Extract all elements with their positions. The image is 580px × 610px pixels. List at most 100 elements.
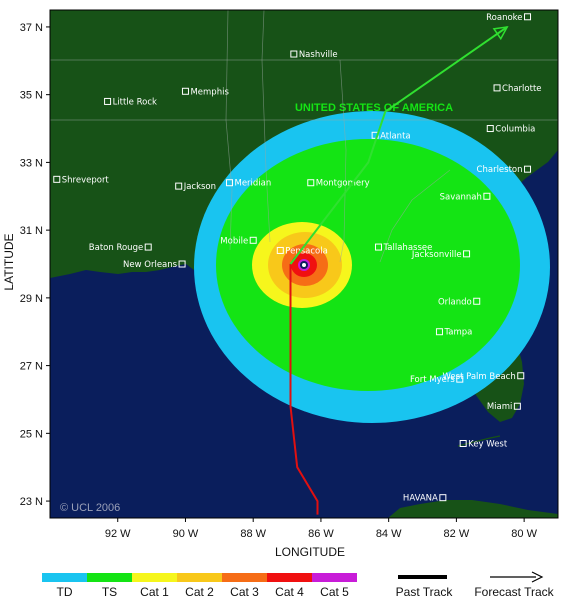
cities-layer: Roanoke Nashville Memphis Little Rock Charlo… — [53, 13, 580, 504]
city-marker — [435, 328, 443, 336]
city-shreveport: Shreveport — [53, 175, 110, 185]
city-marker — [456, 375, 464, 383]
copyright-text: © UCL 2006 — [60, 502, 120, 514]
city-tallahassee: Tallahassee — [375, 243, 433, 253]
storm-eye-center — [302, 263, 306, 267]
city-marker — [307, 179, 315, 187]
legend-label-cat1: Cat 1 — [140, 585, 169, 599]
city-label: West Palm Beach — [443, 372, 516, 382]
lat-tick-label: 23 N — [20, 496, 43, 508]
city-marker — [225, 179, 233, 187]
lat-tick-label: 37 N — [20, 22, 43, 34]
city-label: Fort Myers — [410, 375, 455, 385]
city-new-orleans: New Orleans — [123, 260, 186, 270]
lat-tick-label: 33 N — [20, 157, 43, 169]
city-marker — [290, 50, 298, 58]
city-marker — [493, 84, 501, 92]
city-fort-myers: Fort Myers — [410, 375, 464, 385]
legend-swatch-cat4 — [267, 573, 312, 582]
city-label: Charleston — [477, 165, 523, 175]
ring-ts — [216, 139, 520, 391]
city-label: Pensacola — [285, 246, 328, 256]
forecast-track-line — [289, 26, 508, 265]
city-label: Jackson — [183, 182, 216, 192]
lat-tick-label: 25 N — [20, 428, 43, 440]
legend-swatch-cat2 — [177, 573, 222, 582]
legend-label-cat4: Cat 4 — [275, 585, 304, 599]
city-label: Montgomery — [316, 179, 370, 189]
legend-swatch-td — [42, 573, 87, 582]
forecast-track-arrowhead — [492, 25, 509, 41]
city-label: Baton Rouge — [89, 243, 143, 253]
city-charleston: Charleston — [477, 165, 532, 175]
city-roanoke: Roanoke — [486, 13, 532, 23]
state-boundary-3 — [339, 59, 347, 263]
city-marker — [557, 135, 558, 143]
city-west-palm-beach: West Palm Beach — [443, 372, 525, 382]
lat-tick-label: 31 N — [20, 225, 43, 237]
lon-tick-label: 84 W — [376, 528, 402, 540]
lon-tick-label: 88 W — [240, 528, 266, 540]
legend-label-cat5: Cat 5 — [320, 585, 349, 599]
city-label: Meridian — [234, 179, 271, 189]
legend-swatch-cat1 — [132, 573, 177, 582]
city-marker — [175, 182, 183, 190]
city-marker — [513, 402, 521, 410]
legend-label-cat3: Cat 3 — [230, 585, 259, 599]
past-track-line — [289, 264, 319, 515]
city-havana: HAVANA — [403, 494, 447, 504]
city-orlando: Orlando — [438, 297, 481, 307]
legend: TD TS Cat 1 Cat 2 Cat 3 Cat 4 Cat 5 Past Track F… — [42, 571, 555, 599]
city-label: Myrtle Beach — [566, 135, 580, 145]
city-marker — [486, 125, 494, 133]
city-label: Memphis — [190, 87, 229, 97]
city-myrtle-beach: Myrtle Beach — [557, 135, 580, 145]
city-marker — [459, 439, 467, 447]
legend-past-track-label: Past Track — [396, 585, 454, 599]
city-montgomery: Montgomery — [307, 179, 370, 189]
city-label: Jacksonville — [411, 250, 462, 260]
city-label: Miami — [487, 402, 513, 412]
city-miami: Miami — [487, 402, 521, 412]
city-label: Key West — [468, 439, 508, 449]
city-pensacola: Pensacola — [276, 246, 328, 256]
axis-ticks: 37 N 35 N 33 N 31 N 29 N 27 N 25 N 23 N 92 W 90 W… — [20, 22, 538, 540]
city-label: Tallahassee — [383, 243, 433, 253]
tracks-layer — [289, 25, 509, 515]
city-label: Nashville — [299, 50, 338, 60]
city-marker — [524, 165, 532, 173]
city-key-west: Key West — [459, 439, 508, 449]
city-label: Shreveport — [62, 175, 110, 185]
y-axis-title: LATITUDE — [2, 233, 16, 290]
city-label: Mobile — [220, 236, 248, 246]
city-label: HAVANA — [403, 494, 438, 504]
city-mobile: Mobile — [220, 236, 257, 246]
city-marker — [524, 13, 532, 21]
city-label: Savannah — [440, 192, 482, 202]
cuba-landmass — [388, 500, 558, 518]
city-memphis: Memphis — [181, 87, 229, 97]
city-meridian: Meridian — [225, 179, 271, 189]
city-label: Atlanta — [380, 131, 411, 141]
lat-tick-label: 29 N — [20, 293, 43, 305]
state-boundary-4 — [379, 169, 451, 263]
city-tampa: Tampa — [435, 328, 472, 338]
legend-swatch-cat5 — [312, 573, 357, 582]
legend-label-ts: TS — [102, 585, 117, 599]
city-jackson: Jackson — [175, 182, 216, 192]
city-label: New Orleans — [123, 260, 178, 270]
city-label: Charlotte — [502, 84, 541, 94]
city-marker — [144, 243, 152, 251]
city-marker — [473, 297, 481, 305]
state-boundary-1 — [225, 10, 233, 251]
city-label: Tampa — [443, 328, 472, 338]
lon-tick-label: 90 W — [173, 528, 199, 540]
city-marker — [375, 243, 383, 251]
city-marker — [181, 87, 189, 95]
city-marker — [483, 192, 491, 200]
lat-tick-label: 27 N — [20, 361, 43, 373]
florida-keys — [457, 435, 501, 447]
city-marker — [517, 372, 525, 380]
city-marker — [249, 236, 257, 244]
legend-forecast-track-label: Forecast Track — [474, 585, 554, 599]
